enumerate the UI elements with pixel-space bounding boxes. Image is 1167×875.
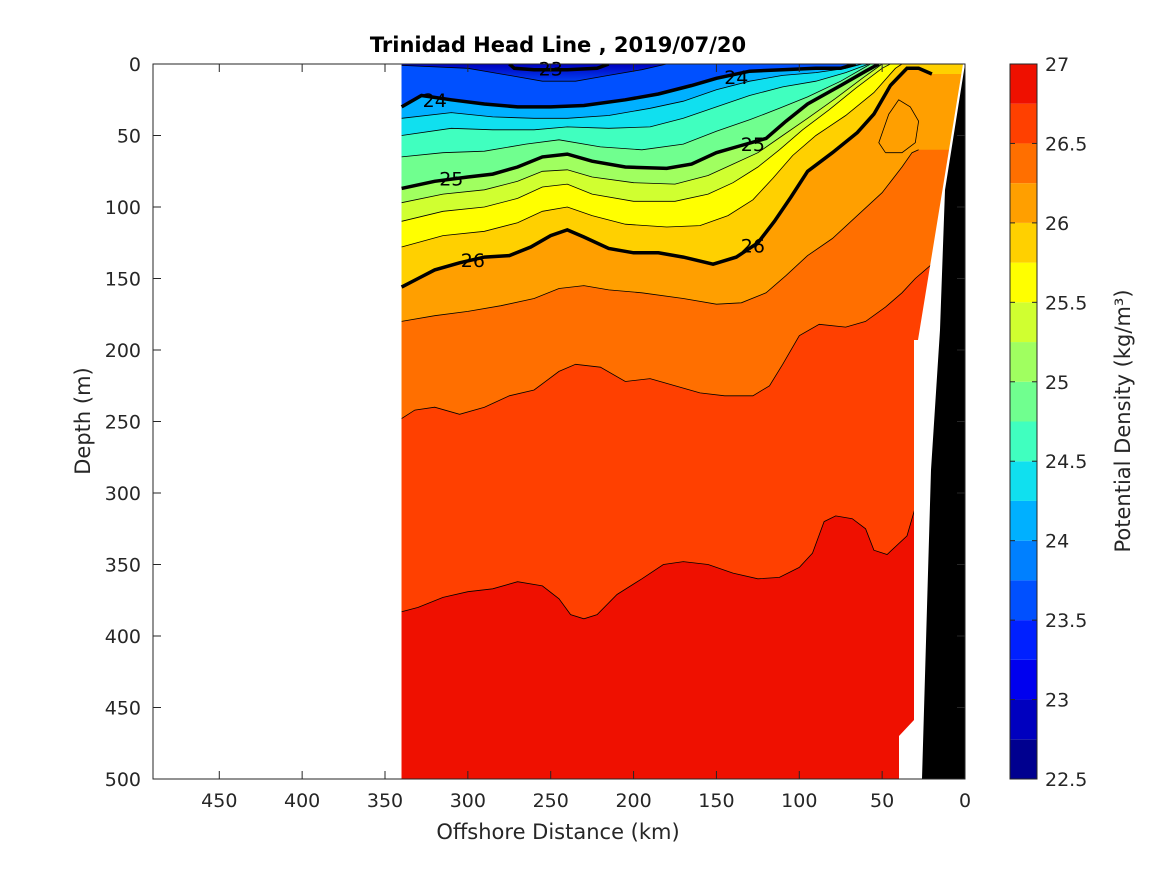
- contour-label: 24: [423, 90, 447, 112]
- colorbar-tick-label: 26.5: [1045, 133, 1087, 155]
- bold-contour-26: [400, 66, 933, 289]
- isopycnal-line: [878, 99, 920, 154]
- isopycnal-line: [401, 64, 871, 158]
- isopycnal-line: [401, 64, 863, 119]
- isopycnal-line: [401, 64, 667, 82]
- colorbar-swatch: [1010, 659, 1037, 700]
- x-tick-label: 300: [450, 790, 486, 812]
- contour-label: 26: [461, 250, 485, 272]
- y-tick-label: 0: [129, 54, 141, 76]
- colorbar-swatch: [1010, 183, 1037, 223]
- y-tick-label: 200: [105, 340, 141, 362]
- x-tick-label: 0: [959, 790, 971, 812]
- y-tick-label: 300: [105, 483, 141, 505]
- y-tick-label: 450: [105, 698, 141, 720]
- colorbar-frame: [1009, 63, 1038, 780]
- colorbar-tick-label: 25: [1045, 372, 1069, 394]
- isopycnal-line: [401, 64, 883, 204]
- x-tick-label: 100: [781, 790, 817, 812]
- colorbar-swatch: [1010, 739, 1037, 779]
- isopycnal-line: [401, 64, 891, 222]
- colorbar-swatch: [1010, 64, 1037, 104]
- x-tick-label: 350: [367, 790, 403, 812]
- y-axis-label: Depth (m): [71, 367, 95, 474]
- colorbar-swatch: [1010, 302, 1037, 343]
- colorbar-swatch: [1010, 421, 1037, 462]
- colorbar-tick-label: 25.5: [1045, 292, 1087, 314]
- colorbar-swatch: [1010, 500, 1037, 541]
- isopycnal-line: [401, 464, 936, 620]
- x-axis-ticks: 450 400 350 300 250 200 150 100 50 0: [201, 64, 971, 812]
- colorbar-label: Potential Density (kg/m³): [1111, 289, 1135, 552]
- seafloor-bathymetry: [922, 64, 965, 779]
- colorbar-tick-label: 23.5: [1045, 610, 1087, 632]
- contour-label: 24: [724, 67, 748, 89]
- colorbar-swatch: [1010, 222, 1037, 263]
- colorbar-tick-label: 23: [1045, 690, 1069, 712]
- colorbar-swatch: [1010, 580, 1037, 621]
- isopycnal-line: [401, 64, 870, 136]
- colorbar-swatch: [1010, 381, 1037, 422]
- colorbar-tick-label: 24: [1045, 531, 1069, 553]
- colorbar-swatch: [1010, 461, 1037, 501]
- colorbar-swatch: [1010, 342, 1037, 382]
- y-axis-ticks: 0 50 100 150 200 250 300 350 400 450 500: [105, 54, 965, 791]
- y-tick-label: 350: [105, 555, 141, 577]
- colorbar-swatch: [1010, 262, 1037, 303]
- x-tick-label: 450: [201, 790, 237, 812]
- y-tick-label: 400: [105, 626, 141, 648]
- contour-label: 26: [741, 236, 765, 258]
- y-tick-label: 50: [117, 126, 141, 148]
- bold-contour-25: [401, 64, 880, 191]
- colorbar-tick-label: 27: [1045, 54, 1069, 76]
- colorbar-tick-label: 22.5: [1045, 769, 1087, 791]
- isopycnal-line: [401, 263, 933, 419]
- colorbar-tick-label: 24.5: [1045, 451, 1087, 473]
- colorbar-swatch: [1010, 143, 1037, 184]
- chart-title: Trinidad Head Line , 2019/07/20: [370, 33, 746, 57]
- colorbar-swatch: [1010, 103, 1037, 144]
- isopycnal-lines: [401, 64, 965, 779]
- x-tick-label: 200: [615, 790, 651, 812]
- isopycnal-line: [401, 64, 903, 248]
- x-axis-label: Offshore Distance (km): [436, 820, 679, 844]
- density-field: [400, 64, 965, 779]
- density-band: [401, 64, 965, 779]
- y-tick-label: 500: [105, 769, 141, 791]
- y-tick-label: 150: [105, 269, 141, 291]
- x-tick-label: 250: [533, 790, 569, 812]
- colorbar-tick-label: 26: [1045, 213, 1069, 235]
- colorbar-swatch: [1010, 540, 1037, 581]
- colorbar: 22.5 23 23.5 24 24.5 25 25.5 26 26.5 27: [1009, 54, 1087, 791]
- isopycnal-line: [401, 149, 919, 322]
- x-tick-label: 50: [870, 790, 894, 812]
- x-tick-label: 150: [698, 790, 734, 812]
- colorbar-swatch: [1010, 620, 1037, 660]
- y-tick-label: 100: [105, 197, 141, 219]
- y-tick-label: 250: [105, 412, 141, 434]
- x-tick-label: 400: [284, 790, 320, 812]
- contour-label: 25: [439, 168, 463, 190]
- colorbar-swatch: [1010, 699, 1037, 740]
- contour-label: 25: [741, 134, 765, 156]
